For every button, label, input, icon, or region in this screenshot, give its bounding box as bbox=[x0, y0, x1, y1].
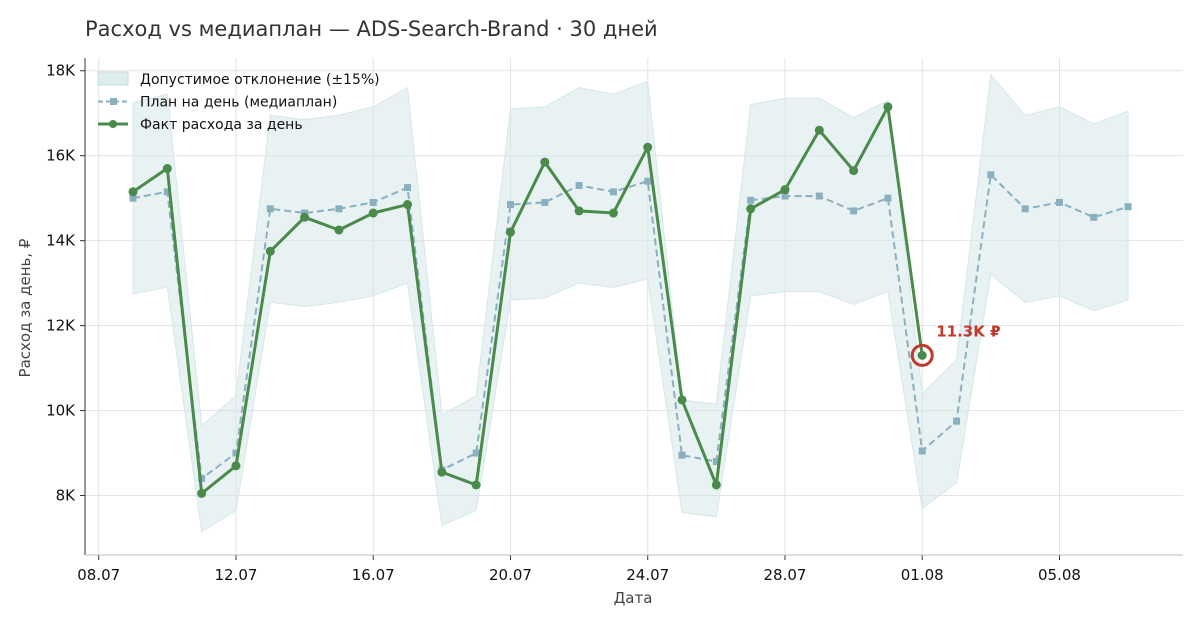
plan-point bbox=[1021, 205, 1029, 213]
plan-point bbox=[850, 207, 858, 215]
legend-label-plan: План на день (медиаплан) bbox=[140, 95, 337, 111]
fact-point bbox=[471, 480, 481, 490]
fact-point bbox=[334, 225, 344, 235]
tick-labels: 08.07 12.07 16.07 20.07 24.07 28.07 01.08 05.08… bbox=[46, 62, 1081, 584]
axes bbox=[80, 58, 1183, 560]
fact-point bbox=[265, 246, 275, 256]
y-axis-label: Расход за день, ₽ bbox=[16, 238, 34, 377]
fact-point bbox=[780, 185, 790, 195]
y-tick-label: 16K bbox=[46, 147, 76, 165]
fact-point bbox=[231, 461, 241, 471]
y-tick-label: 12K bbox=[46, 317, 76, 335]
plan-point bbox=[163, 188, 171, 196]
fact-point bbox=[746, 204, 756, 214]
plan-point bbox=[781, 192, 789, 200]
plan-point bbox=[815, 192, 823, 200]
fact-point bbox=[437, 467, 447, 477]
chart-title: Расход vs медиаплан — ADS-Search-Brand ·… bbox=[85, 17, 658, 41]
y-tick-label: 10K bbox=[46, 402, 76, 420]
plan-point bbox=[575, 181, 583, 189]
x-tick-label: 28.07 bbox=[763, 566, 806, 584]
fact-point bbox=[608, 208, 618, 218]
x-axis-label: Дата bbox=[614, 589, 653, 607]
x-tick-label: 01.08 bbox=[901, 566, 944, 584]
tolerance-band bbox=[132, 73, 1129, 533]
x-tick-label: 08.07 bbox=[77, 566, 120, 584]
plan-point bbox=[541, 198, 549, 206]
fact-point bbox=[162, 163, 172, 173]
plan-point bbox=[678, 451, 686, 459]
fact-point bbox=[917, 350, 927, 360]
fact-point bbox=[711, 480, 721, 490]
plan-point bbox=[472, 449, 480, 457]
x-tick-label: 20.07 bbox=[489, 566, 532, 584]
plan-point bbox=[129, 194, 137, 202]
plan-point bbox=[1090, 213, 1098, 221]
annotation-label: 11.3K ₽ bbox=[936, 322, 1000, 340]
fact-series-layer bbox=[128, 102, 927, 498]
fact-point bbox=[368, 208, 378, 218]
fact-point bbox=[540, 157, 550, 167]
plan-point bbox=[747, 196, 755, 204]
legend-label-fact: Факт расхода за день bbox=[140, 117, 303, 133]
fact-point bbox=[403, 200, 413, 210]
x-tick-label: 16.07 bbox=[352, 566, 395, 584]
fact-point bbox=[300, 212, 310, 222]
plan-point bbox=[953, 417, 961, 425]
plan-point bbox=[918, 447, 926, 455]
legend-label-band: Допустимое отклонение (±15%) bbox=[140, 72, 380, 88]
y-tick-label: 8K bbox=[56, 487, 77, 505]
legend-marker-plan bbox=[110, 98, 117, 105]
fact-point bbox=[849, 166, 859, 176]
highlight-ring bbox=[910, 343, 934, 367]
fact-point bbox=[505, 227, 515, 237]
legend-swatch-band bbox=[97, 71, 129, 86]
plan-point bbox=[884, 194, 892, 202]
fact-point bbox=[814, 125, 824, 135]
plan-point bbox=[1124, 203, 1132, 211]
plan-point bbox=[644, 177, 652, 185]
plan-point bbox=[266, 205, 274, 213]
plan-point bbox=[198, 475, 206, 483]
fact-point bbox=[128, 187, 138, 197]
fact-point bbox=[574, 206, 584, 216]
legend-marker-fact bbox=[109, 120, 117, 128]
plan-point bbox=[506, 201, 514, 209]
fact-point bbox=[643, 142, 653, 152]
y-tick-label: 18K bbox=[46, 62, 76, 80]
plan-point bbox=[404, 184, 412, 192]
fact-point bbox=[197, 488, 207, 498]
plan-point bbox=[987, 171, 995, 179]
plan-point bbox=[369, 198, 377, 206]
plan-point bbox=[609, 188, 617, 196]
x-tick-label: 12.07 bbox=[214, 566, 257, 584]
plan-point bbox=[712, 458, 720, 466]
tolerance-band-layer bbox=[132, 73, 1129, 533]
plan-point bbox=[1055, 198, 1063, 206]
plan-point bbox=[232, 449, 240, 457]
fact-line bbox=[132, 102, 924, 497]
plan-line bbox=[132, 172, 1129, 481]
fact-point bbox=[883, 102, 893, 112]
plan-point bbox=[335, 205, 343, 213]
x-tick-label: 05.08 bbox=[1038, 566, 1081, 584]
annotation-layer: 11.3K ₽ bbox=[910, 322, 1001, 367]
x-tick-label: 24.07 bbox=[626, 566, 669, 584]
y-tick-label: 14K bbox=[46, 232, 76, 250]
legend: Допустимое отклонение (±15%) План на день… bbox=[97, 71, 380, 133]
fact-point bbox=[677, 395, 687, 405]
